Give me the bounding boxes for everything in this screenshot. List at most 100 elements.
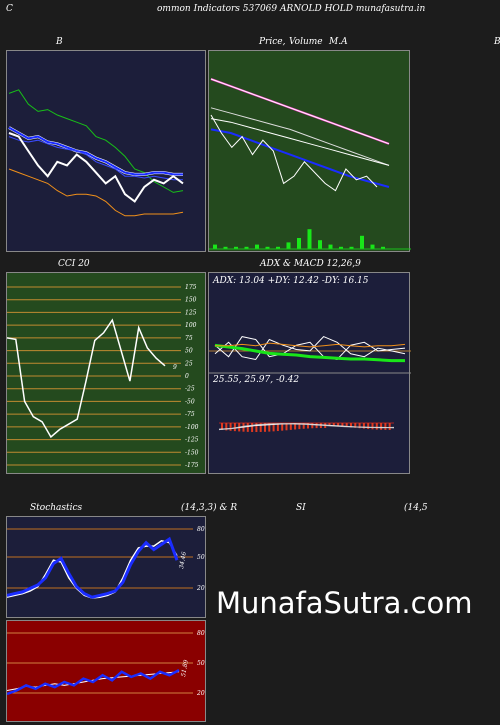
bb-upper-line (8, 89, 184, 193)
macd-hist-bar (255, 423, 258, 432)
page-title: ommon Indicators 537069 ARNOLD HOLD muna… (157, 4, 426, 14)
cci-tick-label: 175 (185, 284, 197, 291)
macd-hist-bar (354, 423, 357, 428)
macd-hist-bar (380, 423, 383, 430)
cci-tick-label: 50 (185, 348, 193, 355)
c-letter: C (6, 4, 13, 14)
macd-hist-bar (337, 423, 340, 427)
macd-hist-bar (294, 423, 297, 430)
cci-tick-label: 25 (184, 360, 193, 367)
stochastics-label: Stochastics (30, 503, 83, 513)
volume-bar (328, 244, 333, 249)
rsi-tick-label: 20 (196, 690, 205, 697)
macd-hist-bar (371, 423, 374, 430)
rsi-chart: 80 50 20 51.89 (7, 630, 205, 697)
rsi-panel: 80 50 20 51.89 (6, 620, 206, 722)
bollinger-panel (6, 50, 206, 252)
price-ma-pink-core (210, 78, 390, 145)
stochastics-chart: 80 50 20 34.46 (7, 526, 205, 599)
rsi-label: SI (296, 503, 306, 513)
macd-hist-bar (332, 423, 335, 427)
macd-hist-bar (350, 423, 352, 428)
bb-price-line (8, 132, 184, 203)
macd-hist-bar (246, 423, 249, 432)
rsi-tick-label: 50 (197, 660, 205, 667)
macd-hist-bar (259, 423, 262, 432)
adx-chart (209, 336, 411, 432)
stoch-tick-label: 80 (197, 526, 205, 533)
macd-hist-bar (375, 423, 378, 430)
macd-readout: 25.55, 25.97, -0.42 (213, 375, 300, 385)
cci-label: CCI 20 (58, 259, 90, 269)
macd-hist-bar (251, 423, 254, 432)
price-chart (209, 78, 411, 250)
macd-hist-bar (285, 423, 288, 431)
adx-orange-line (215, 342, 406, 348)
cci-tick-label: -175 (185, 462, 199, 469)
price-ma-gray-line (210, 107, 390, 166)
adx-panel (208, 272, 411, 474)
macd-hist-bar (388, 423, 391, 430)
adx-plus-di-line (214, 336, 406, 361)
macd-hist-bar (311, 423, 314, 429)
cci-tick-label: 150 (185, 297, 197, 304)
cci-tick-label: 125 (185, 309, 197, 316)
volume-bar (265, 246, 270, 249)
price-close-line (210, 114, 378, 192)
cci-tick-label: 100 (185, 322, 197, 329)
macd-hist-bar (264, 423, 266, 432)
cci-tick-label: -25 (185, 386, 195, 393)
watermark: MunafaSutra.com (216, 586, 473, 620)
macd-hist-bar (328, 423, 331, 427)
macd-hist-bar (272, 423, 275, 432)
macd-hist-bar (276, 423, 279, 432)
volume-bar (318, 240, 322, 249)
price-label: Price, (259, 37, 286, 47)
cci-tick-label: -125 (185, 437, 199, 444)
stoch-d-line (7, 536, 179, 599)
macd-hist-bar (233, 423, 236, 432)
macd-hist-bar (225, 423, 228, 431)
volume-bar (255, 244, 259, 249)
macd-hist-bar (281, 423, 284, 431)
macd-hist-bar (315, 423, 318, 429)
price-panel (208, 50, 411, 252)
bb-middle-line (8, 126, 183, 176)
rsi-params-label: (14,5 (404, 503, 428, 513)
rsi-tick-label: 80 (197, 630, 205, 637)
price-ma-white-line (210, 118, 390, 166)
macd-hist-bar (367, 423, 370, 429)
volume-bar (276, 246, 280, 249)
volume-bar (213, 244, 217, 249)
macd-hist-bar (362, 423, 365, 429)
bb-inner-line (8, 136, 183, 181)
volume-bar (234, 246, 238, 249)
macd-signal-line (218, 423, 395, 431)
volume-bar (349, 246, 354, 249)
macd-hist-bar (268, 423, 271, 432)
right-edge-label: B (494, 37, 500, 47)
bollinger-label: B (56, 37, 63, 47)
rsi-avg-line (7, 671, 180, 691)
bb-lower-line (8, 168, 184, 217)
stoch-last-value: 34.46 (178, 551, 188, 569)
stoch-params-label: (14,3,3) & R (181, 503, 238, 513)
cci-tick-label: 75 (185, 335, 193, 342)
adx-readout: ADX: 13.04 +DY: 12.42 -DY: 16.15 (213, 276, 369, 286)
volume-label: Volume (289, 37, 323, 47)
macd-hist-bar (229, 423, 232, 431)
stoch-tick-label: 50 (197, 554, 205, 561)
macd-hist-bar (384, 423, 387, 430)
bb-middle-line-glow (8, 126, 183, 176)
cci-panel: 175 150 125 100 75 50 25 0 -25 -50 -75 -100 -125 -150… (6, 272, 206, 474)
cci-tick-label: -50 (185, 398, 195, 405)
macd-hist-bar (221, 423, 223, 430)
volume-bar (286, 242, 291, 249)
cci-tick-label: -100 (185, 424, 199, 431)
macd-hist-bar (298, 423, 301, 430)
adx-minus-di-line (214, 336, 406, 361)
cci-tick-label: 0 (185, 373, 189, 380)
bollinger-chart (8, 89, 184, 217)
volume-bar (307, 229, 312, 249)
volume-bar (339, 246, 343, 249)
